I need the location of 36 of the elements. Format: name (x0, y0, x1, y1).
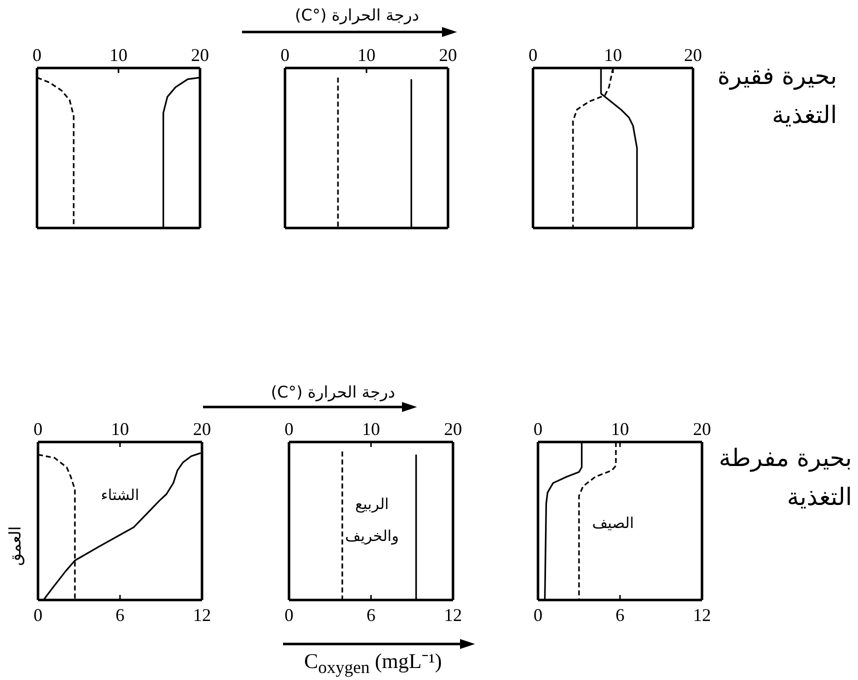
x-tick-label: 12 (444, 604, 462, 625)
x-tick-label: 10 (358, 45, 376, 65)
x-tick-label: 0 (528, 45, 538, 65)
x-tick-label: 10 (604, 45, 622, 65)
x-tick-label: 12 (693, 604, 711, 625)
text: بحيرة مفرطة التغذية (718, 442, 852, 512)
x2-tick-label: 20 (444, 419, 462, 439)
x-tick-label: 10 (110, 45, 128, 65)
x2-tick-label: 0 (534, 419, 542, 439)
x-tick-label: 6 (116, 604, 124, 625)
y-axis-title: العمق (6, 526, 24, 566)
x-tick-label: 0 (34, 604, 42, 625)
x-tick-label: 20 (191, 45, 209, 65)
x-tick-label: 20 (684, 45, 702, 65)
x-axis-title: C$_{oxygen}$ (mgL⁻¹) (304, 648, 442, 678)
x2-tick-label: 0 (34, 419, 42, 439)
x-tick-label: 6 (366, 604, 376, 625)
annotation: الربيع والخريف (344, 494, 400, 547)
x-tick-label: 0 (32, 45, 42, 65)
x-tick-label: 6 (616, 604, 624, 625)
x2-tick-label: 20 (193, 419, 211, 439)
annotation: الصيف (592, 513, 634, 534)
x-axis-title: درجة الحرارة (°C) (294, 6, 420, 24)
x2-tick-label: 10 (111, 419, 129, 439)
x-tick-label: 0 (284, 604, 294, 625)
x2-tick-label: 20 (693, 419, 711, 439)
x-tick-label: 0 (534, 604, 542, 625)
annotation: الشتاء (100, 485, 140, 506)
x-tick-label: 20 (439, 45, 457, 65)
x2-axis-title: درجة الحرارة (°C) (270, 382, 396, 402)
x2-tick-label: 10 (362, 419, 380, 439)
x2-tick-label: 0 (284, 419, 294, 439)
x-tick-label: 12 (193, 604, 211, 625)
x2-tick-label: 10 (611, 419, 629, 439)
x-tick-label: 0 (280, 45, 290, 65)
text: بحيرة فقيرة التغذية (717, 62, 837, 128)
